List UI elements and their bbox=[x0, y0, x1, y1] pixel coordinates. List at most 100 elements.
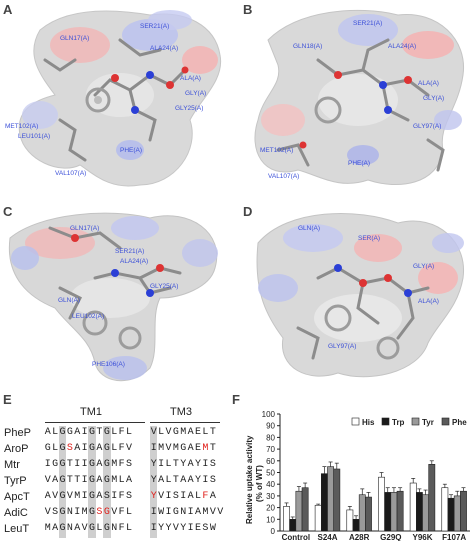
alignment-row: PheP ALGGAIGTGLFL VLVGMAELT bbox=[0, 427, 228, 443]
panel-a-letter: A bbox=[3, 2, 13, 17]
residue-label: PHE(A) bbox=[120, 147, 142, 154]
uptake-bar-chart: Relative uptake activity (% of WT) 0 10 20… bbox=[245, 410, 470, 541]
residue-label: SER21(A) bbox=[140, 23, 169, 30]
tm3-sequence: VLVGMAELT bbox=[150, 427, 216, 438]
panel-b-letter: B bbox=[243, 2, 253, 17]
category-label: A28R bbox=[349, 533, 370, 541]
tm1-sequence: VAGTTIGAGMLA bbox=[44, 475, 132, 486]
category-label: Control bbox=[282, 533, 310, 541]
panel-d-molecular-surface: GLN(A) SER(A) GLY(A) ALA(A) GLY97(A) bbox=[256, 212, 465, 378]
conserved-column-shade bbox=[150, 426, 158, 538]
residue-label: GLN(A) bbox=[298, 225, 320, 232]
panel-f-letter: F bbox=[232, 392, 240, 407]
residue-label: GLY97(A) bbox=[413, 123, 441, 130]
legend-swatch bbox=[441, 417, 450, 426]
bar-tyr bbox=[422, 494, 429, 532]
residue-label: PHE106(A) bbox=[92, 361, 125, 368]
residue-label: ALA24(A) bbox=[388, 43, 416, 50]
bar-trp bbox=[384, 492, 392, 532]
panel-d-binding-pocket: D GLN(A) SER(A) GLY(A) ALA(A) GLY97(A) bbox=[238, 198, 474, 390]
residue-label: GLY(A) bbox=[413, 263, 434, 270]
category-label: Y96K bbox=[412, 533, 432, 541]
bar-his bbox=[283, 506, 290, 532]
alignment-row: LeuT MAGNAVGLGNFL IYYVYIESW bbox=[0, 523, 228, 539]
residue-label: GLN17(A) bbox=[60, 35, 89, 42]
bar-tyr bbox=[358, 494, 366, 532]
tm3-sequence: IYYVYIESW bbox=[150, 523, 216, 534]
bar-trp bbox=[352, 519, 360, 532]
residue-label: ALA24(A) bbox=[150, 45, 178, 52]
y-axis-title-line1: Relative uptake activity bbox=[245, 435, 254, 524]
alignment-row: TyrP VAGTTIGAGMLA YALTAAYIS bbox=[0, 475, 228, 491]
tm1-sequence: ALGGAIGTGLFL bbox=[44, 427, 132, 438]
residue-label: PHE(A) bbox=[348, 160, 370, 167]
residue-label: GLN18(A) bbox=[293, 43, 322, 50]
protein-name: Mtr bbox=[4, 459, 20, 471]
y-tick-label: 60 bbox=[266, 457, 275, 466]
protein-name: ApcT bbox=[4, 491, 30, 503]
y-tick-label: 30 bbox=[266, 492, 275, 501]
panel-f-uptake-chart: F Relative uptake activity (% of WT) 0 10… bbox=[232, 392, 474, 541]
protein-name: PheP bbox=[4, 427, 31, 439]
conserved-column-shade bbox=[103, 426, 111, 538]
bar-his bbox=[314, 504, 322, 532]
residue-label: GLY25(A) bbox=[150, 283, 178, 290]
y-axis-title-line2: (% of WT) bbox=[255, 465, 264, 502]
protein-name: LeuT bbox=[4, 523, 30, 535]
conserved-column-shade bbox=[88, 426, 96, 538]
panel-c-binding-pocket: C GLN17(A) SER21(A) ALA24(A) GLY25(A) LE… bbox=[0, 198, 236, 390]
legend-label: Tyr bbox=[422, 418, 434, 427]
tm3-header: TM3 bbox=[170, 406, 192, 418]
residue-label: LEU102(A) bbox=[72, 313, 104, 320]
residue-label: SER21(A) bbox=[115, 248, 144, 255]
bar-phe bbox=[333, 468, 341, 532]
panel-e-letter: E bbox=[3, 392, 12, 407]
bar-his bbox=[409, 482, 417, 532]
tm3-sequence: YVISIALFA bbox=[150, 491, 216, 502]
protein-name: TyrP bbox=[4, 475, 27, 487]
surface bbox=[18, 10, 222, 187]
bar-phe bbox=[396, 490, 404, 532]
y-tick-label: 100 bbox=[262, 410, 276, 419]
bar-phe bbox=[428, 464, 436, 532]
bar-his bbox=[346, 509, 354, 532]
bar-tyr bbox=[453, 495, 461, 532]
panel-e-sequence-alignment: E TM1 TM3 PheP ALGGAIGTGLFL VLVGMAELT AroP G… bbox=[0, 392, 228, 541]
alignment-row: Mtr IGGTIIGAGMFS YILTYAYIS bbox=[0, 459, 228, 475]
residue-label: SER21(A) bbox=[353, 20, 382, 27]
protein-name: AroP bbox=[4, 443, 29, 455]
bar-phe bbox=[460, 490, 467, 532]
bar-phe bbox=[301, 487, 309, 532]
bar-tyr bbox=[327, 466, 334, 532]
bar-tyr bbox=[295, 490, 303, 532]
panel-c-letter: C bbox=[3, 204, 13, 219]
panel-d-letter: D bbox=[243, 204, 253, 219]
y-tick-label: 90 bbox=[266, 422, 275, 431]
conserved-column-shade bbox=[58, 426, 67, 538]
panel-b-molecular-surface: SER21(A) GLN18(A) ALA24(A) ALA(A) GLY(A)… bbox=[254, 9, 465, 186]
legend-swatch bbox=[411, 417, 420, 426]
bar-trp bbox=[416, 492, 423, 532]
tm3-sequence: IWIGNIAMVV bbox=[150, 507, 224, 518]
tm1-rule bbox=[45, 422, 145, 423]
tm3-sequence: YALTAAYIS bbox=[150, 475, 216, 486]
residue-label: LEU101(A) bbox=[18, 133, 50, 140]
legend-label: Trp bbox=[392, 418, 405, 427]
tm1-sequence: AVGVMIGASIFS bbox=[44, 491, 132, 502]
residue-label: GLN17(A) bbox=[70, 225, 99, 232]
alignment-row: AdiC VSGNIMGSGVFL IWIGNIAMVV bbox=[0, 507, 228, 523]
residue-label: VAL107(A) bbox=[55, 170, 86, 177]
tm1-sequence: GLGSAIGAGLFV bbox=[44, 443, 132, 454]
panel-a-molecular-surface: GLN17(A) SER21(A) ALA24(A) GLY25(A) MET1… bbox=[5, 10, 222, 187]
alignment-row: ApcT AVGVMIGASIFS YVISIALFA bbox=[0, 491, 228, 507]
residue-label: GLY(A) bbox=[185, 90, 206, 97]
tm1-sequence: IGGTIIGAGMFS bbox=[44, 459, 132, 470]
panel-c-molecular-surface: GLN17(A) SER21(A) ALA24(A) GLY25(A) LEU1… bbox=[8, 212, 218, 382]
tm1-sequence: VSGNIMGSGVFL bbox=[44, 507, 132, 518]
y-tick-label: 80 bbox=[266, 433, 275, 442]
category-label: S24A bbox=[317, 533, 337, 541]
y-tick-label: 0 bbox=[271, 527, 276, 536]
alignment-row: AroP GLGSAIGAGLFV IMVMGAEMT bbox=[0, 443, 228, 459]
protein-name: AdiC bbox=[4, 507, 28, 519]
tm3-sequence: YILTYAYIS bbox=[150, 459, 216, 470]
